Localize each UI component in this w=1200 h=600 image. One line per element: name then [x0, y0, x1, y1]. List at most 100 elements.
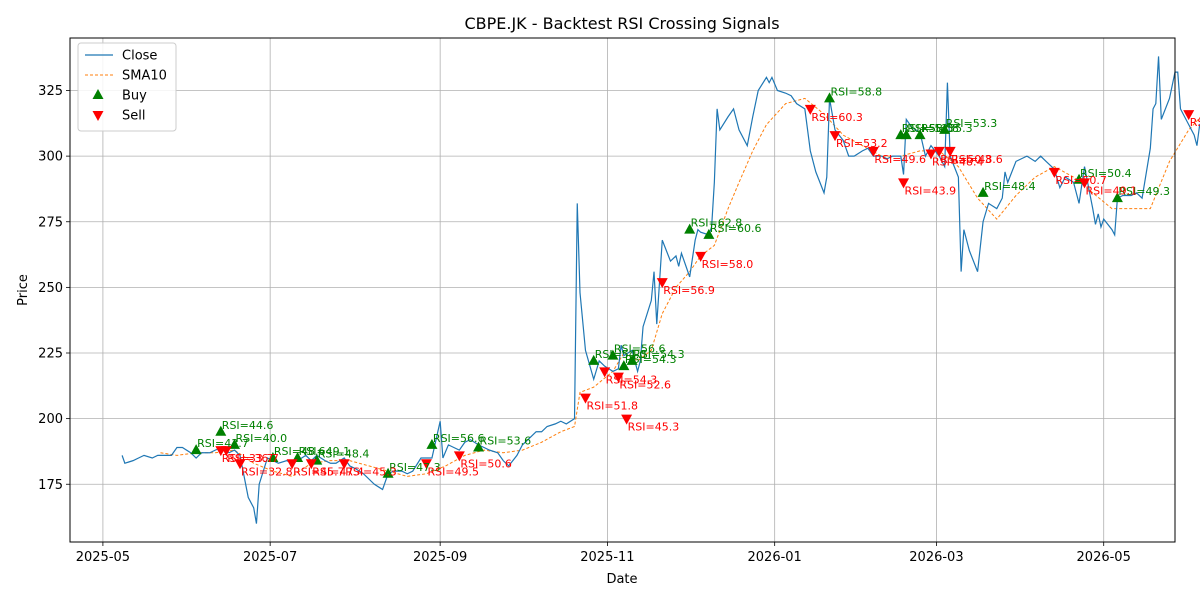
buy-marker: [900, 129, 912, 140]
sell-annotation: RSI=53.2: [836, 137, 888, 150]
legend-sell-swatch: [92, 111, 104, 121]
buy-marker: [607, 349, 619, 360]
y-axis-title: Price: [16, 274, 31, 306]
buy-marker: [703, 228, 715, 239]
buy-annotation: RSI=40.0: [236, 432, 288, 445]
buy-annotation: RSI=58.5: [902, 122, 954, 135]
sell-annotation: RSI=48.6: [951, 153, 1003, 166]
legend-label: Close: [122, 49, 157, 64]
buy-marker: [977, 186, 989, 197]
legend-box: [77, 42, 177, 132]
buy-marker: [190, 444, 202, 455]
sell-marker: [898, 178, 910, 189]
y-tick-label: 175: [38, 478, 63, 493]
sell-annotation: RSI=54.3: [606, 373, 658, 386]
x-tick-label: 2026-05: [1077, 550, 1131, 565]
buy-marker: [824, 92, 836, 103]
sell-annotation: RSI=45.3: [345, 465, 397, 478]
sell-annotation: RSI=50.6: [460, 457, 512, 470]
buy-annotation: RSI=49.1: [299, 445, 351, 458]
sell-annotation: RSI=50.3: [940, 153, 992, 166]
sell-marker: [579, 393, 591, 404]
buy-marker: [588, 354, 600, 365]
buy-annotation: RSI=56.6: [433, 432, 485, 445]
sell-annotation: RSI=32.8: [241, 465, 293, 478]
legend-label: SMA10: [122, 69, 167, 84]
sell-marker: [944, 146, 956, 157]
sell-annotation: RSI=47.4: [312, 465, 364, 478]
x-axis-ticks: 2025-05 2025-07 2025-09 2025-11 2026-01 2026-…: [76, 542, 1131, 565]
close-series: [121, 56, 1200, 524]
chart-title: CBPE.JK - Backtest RSI Crossing Signals: [464, 14, 779, 33]
x-tick-label: 2026-01: [748, 550, 802, 565]
buy-annotation: RSI=58.8: [831, 85, 883, 98]
sell-marker: [621, 414, 633, 425]
buy-annotation: RSI=60.6: [710, 222, 762, 235]
sell-annotation: RSI=43.9: [905, 184, 957, 197]
sell-marker: [1079, 178, 1091, 189]
sell-annotation: RSI=56.0: [1190, 116, 1200, 129]
buy-annotation: RSI=62.8: [691, 217, 743, 230]
y-tick-label: 325: [38, 84, 63, 99]
x-axis-title: Date: [606, 572, 637, 587]
sell-marker: [286, 459, 298, 470]
sell-annotation: RSI=45.7: [293, 465, 345, 478]
x-tick-label: 2025-07: [243, 550, 297, 565]
sell-annotation: RSI=36.7: [227, 452, 279, 465]
y-tick-label: 200: [38, 412, 63, 427]
buy-annotation: RSI=48.4: [984, 180, 1036, 193]
sell-marker: [612, 372, 624, 383]
buy-marker: [626, 354, 638, 365]
sell-annotation: RSI=49.5: [427, 465, 479, 478]
sell-annotation: RSI=52.6: [619, 379, 671, 392]
sell-annotation: RSI=45.3: [628, 421, 680, 434]
sell-annotation: RSI=49.6: [874, 153, 926, 166]
sell-marker: [220, 446, 232, 457]
buy-annotation: RSI=49.3: [1118, 185, 1170, 198]
buy-annotation: RSI=48.6: [274, 445, 326, 458]
sell-annotation: RSI=56.9: [663, 284, 715, 297]
buy-annotation: RSI=53.6: [480, 435, 532, 448]
buy-annotation: RSI=52.8: [907, 122, 959, 135]
sell-annotation: RSI=48.4: [932, 156, 984, 169]
buy-annotation: RSI=53.3: [946, 117, 998, 130]
sell-marker: [829, 131, 841, 142]
sell-marker: [925, 149, 937, 160]
sell-marker: [656, 278, 668, 289]
legend: Close SMA10 Buy Sell: [77, 42, 177, 132]
sell-marker: [1048, 167, 1060, 178]
sell-marker: [867, 146, 879, 157]
signal-markers: [190, 92, 1195, 478]
buy-marker: [914, 129, 926, 140]
buy-annotation: RSI=43.7: [197, 437, 249, 450]
sell-marker: [695, 251, 707, 262]
buy-marker: [684, 223, 696, 234]
sell-marker: [599, 367, 611, 378]
legend-label: Buy: [122, 89, 147, 104]
sell-annotation: RSI=51.8: [586, 400, 638, 413]
sell-annotation: RSI=60.3: [811, 111, 863, 124]
sell-annotation: RSI=33.7: [222, 452, 274, 465]
buy-annotation: RSI=56.6: [614, 343, 666, 356]
buy-marker: [215, 425, 227, 436]
sell-marker: [420, 459, 432, 470]
buy-marker: [382, 467, 394, 478]
y-axis-ticks: 175 200 225 250 275 300 325: [38, 84, 70, 493]
close-line: [121, 56, 1200, 524]
buy-marker: [1111, 192, 1123, 203]
buy-annotation: RSI=50.4: [1080, 167, 1132, 180]
y-tick-label: 300: [38, 150, 63, 165]
sell-marker: [453, 451, 465, 462]
sell-marker: [1183, 110, 1195, 121]
sell-annotation: RSI=58.0: [702, 258, 754, 271]
buy-annotation: RSI=54.3: [625, 353, 677, 366]
sell-marker: [338, 459, 350, 470]
grid-lines: [70, 38, 1175, 542]
y-tick-label: 225: [38, 347, 63, 362]
x-tick-label: 2026-03: [909, 550, 963, 565]
y-tick-label: 250: [38, 281, 63, 296]
buy-annotation: RSI=47.3: [389, 461, 441, 474]
legend-buy-swatch: [92, 89, 104, 99]
